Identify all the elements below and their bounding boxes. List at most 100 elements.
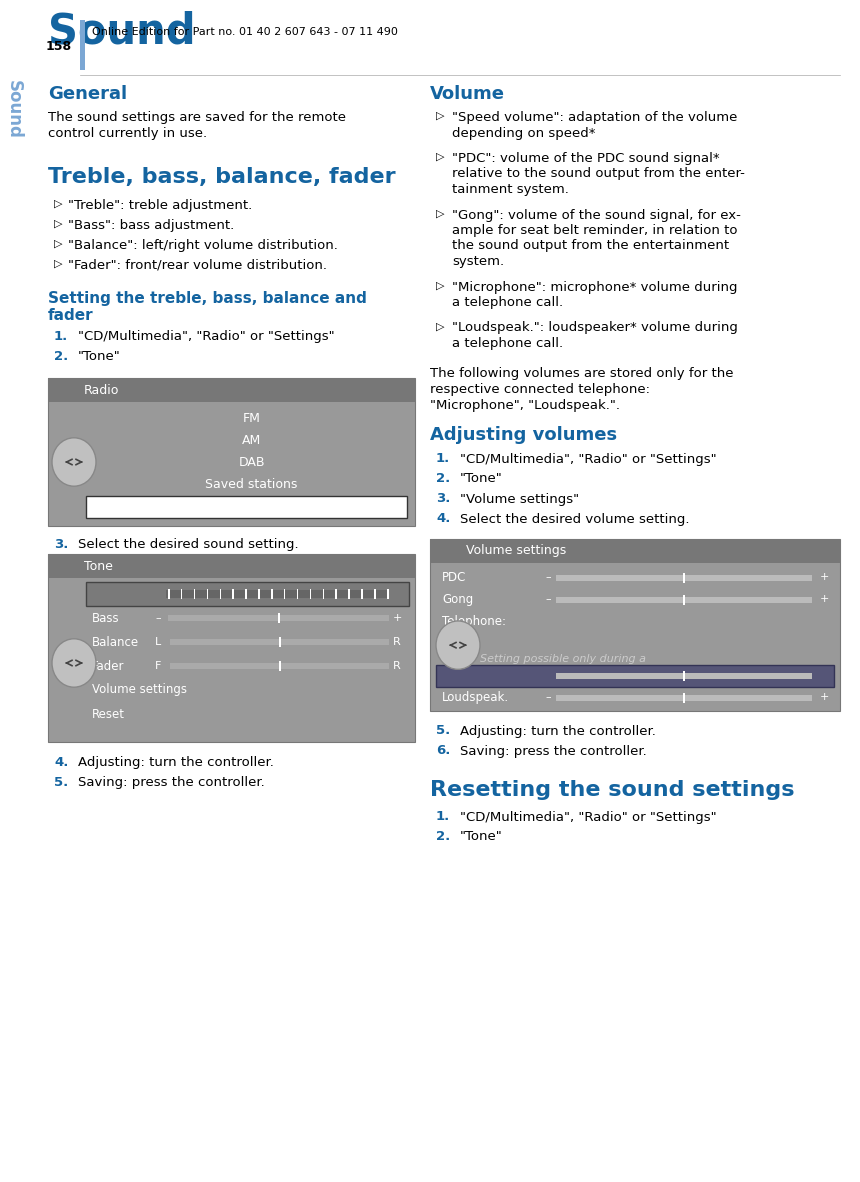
Text: Saved stations: Saved stations (206, 479, 298, 492)
Bar (80, 20, 85, 70)
Bar (348, 589, 350, 599)
Text: DAB: DAB (238, 456, 265, 469)
Bar (335, 589, 337, 599)
Text: –: – (545, 693, 550, 702)
Bar (279, 661, 280, 671)
Text: –: – (545, 670, 550, 681)
Bar (232, 589, 234, 599)
Text: 2.: 2. (54, 350, 68, 363)
Text: ▷: ▷ (436, 152, 445, 162)
Text: Sound: Sound (48, 9, 195, 52)
Ellipse shape (436, 621, 480, 669)
Bar (361, 589, 363, 599)
Text: "Balance": left/right volume distribution.: "Balance": left/right volume distributio… (68, 239, 338, 252)
Bar (387, 589, 389, 599)
Text: 1.: 1. (436, 811, 451, 824)
Text: Resetting the sound settings: Resetting the sound settings (430, 780, 795, 800)
Text: "Volume settings": "Volume settings" (460, 493, 579, 506)
Text: "Treble": treble adjustment.: "Treble": treble adjustment. (68, 199, 252, 212)
Bar (48, 554, 415, 742)
Bar (297, 589, 298, 599)
Bar (278, 613, 280, 623)
Text: "Microphone", "Loudspeak.".: "Microphone", "Loudspeak.". (430, 398, 620, 411)
Text: Radio: Radio (84, 383, 120, 396)
Text: L: L (155, 637, 161, 647)
Bar (168, 615, 389, 621)
Ellipse shape (52, 437, 96, 486)
Text: The sound settings are saved for the remote: The sound settings are saved for the rem… (48, 111, 346, 124)
Text: 1.: 1. (54, 330, 68, 343)
Text: ▷: ▷ (54, 219, 63, 229)
Text: Adjusting volumes: Adjusting volumes (430, 427, 617, 444)
Text: a telephone call.: a telephone call. (452, 296, 563, 309)
Text: –: – (545, 572, 550, 583)
Text: Microphone: Microphone (442, 669, 519, 682)
Text: Saving: press the controller.: Saving: press the controller. (78, 777, 265, 790)
Text: +: + (820, 693, 829, 702)
Text: PDC: PDC (442, 571, 466, 584)
Text: "Tone": "Tone" (460, 473, 503, 486)
Text: Volume: Volume (430, 85, 505, 103)
Text: 2.: 2. (436, 473, 451, 486)
Text: Select the desired volume setting.: Select the desired volume setting. (460, 513, 690, 526)
Text: Tone: Tone (84, 559, 113, 572)
Text: "Fader": front/rear volume distribution.: "Fader": front/rear volume distribution. (68, 259, 327, 272)
Text: ▷: ▷ (436, 111, 445, 121)
Text: Sound: Sound (5, 80, 23, 138)
Text: 6.: 6. (436, 745, 451, 758)
Text: AM: AM (242, 435, 261, 448)
Text: FM: FM (243, 413, 261, 426)
Bar (279, 637, 280, 647)
Text: 4.: 4. (436, 513, 451, 526)
Text: Adjusting: turn the controller.: Adjusting: turn the controller. (78, 756, 273, 769)
Text: call.: call. (480, 669, 503, 678)
Text: control currently in use.: control currently in use. (48, 126, 207, 139)
Text: ample for seat belt reminder, in relation to: ample for seat belt reminder, in relatio… (452, 225, 738, 238)
Bar (258, 589, 260, 599)
Bar (683, 572, 685, 583)
Bar (271, 589, 273, 599)
Bar (556, 597, 812, 603)
Text: ▷: ▷ (54, 239, 63, 249)
Bar (322, 589, 324, 599)
Text: Fader: Fader (92, 660, 125, 673)
Bar (683, 670, 685, 681)
Text: ▷: ▷ (436, 208, 445, 219)
Bar (556, 695, 812, 701)
Text: ▷: ▷ (436, 280, 445, 291)
Text: depending on speed*: depending on speed* (452, 126, 595, 139)
Text: Select the desired sound setting.: Select the desired sound setting. (78, 538, 298, 551)
Text: "Microphone": microphone* volume during: "Microphone": microphone* volume during (452, 280, 738, 293)
Text: Balance: Balance (92, 636, 139, 649)
Text: Gong: Gong (442, 593, 473, 606)
Bar (219, 589, 221, 599)
Text: 158: 158 (46, 39, 72, 52)
Text: Volume settings: Volume settings (466, 544, 566, 557)
Bar (436, 664, 834, 687)
Text: Volume settings: Volume settings (92, 683, 187, 696)
Text: Treble: Treble (92, 587, 133, 600)
Bar (166, 590, 389, 598)
Text: 4.: 4. (54, 756, 69, 769)
Bar (556, 673, 812, 678)
Text: "CD/Multimedia", "Radio" or "Settings": "CD/Multimedia", "Radio" or "Settings" (460, 811, 716, 824)
Text: ✓  Tone: ✓ Tone (100, 500, 147, 513)
Bar (310, 589, 311, 599)
Text: Treble, bass, balance, fader: Treble, bass, balance, fader (48, 167, 396, 187)
Text: 3.: 3. (436, 493, 451, 506)
Text: +: + (392, 613, 402, 623)
Text: relative to the sound output from the enter-: relative to the sound output from the en… (452, 168, 745, 181)
Text: ▷: ▷ (54, 259, 63, 269)
Text: +: + (820, 572, 829, 583)
Bar (683, 595, 685, 604)
Text: –: – (155, 589, 161, 599)
Bar (48, 554, 415, 578)
Bar (168, 589, 169, 599)
Text: Setting possible only during a: Setting possible only during a (480, 655, 646, 664)
Text: "Speed volume": adaptation of the volume: "Speed volume": adaptation of the volume (452, 111, 737, 124)
Text: ▷: ▷ (54, 199, 63, 209)
Text: tainment system.: tainment system. (452, 183, 568, 196)
Text: Setting the treble, bass, balance and: Setting the treble, bass, balance and (48, 291, 367, 306)
Text: –: – (545, 595, 550, 604)
Text: +: + (820, 595, 829, 604)
